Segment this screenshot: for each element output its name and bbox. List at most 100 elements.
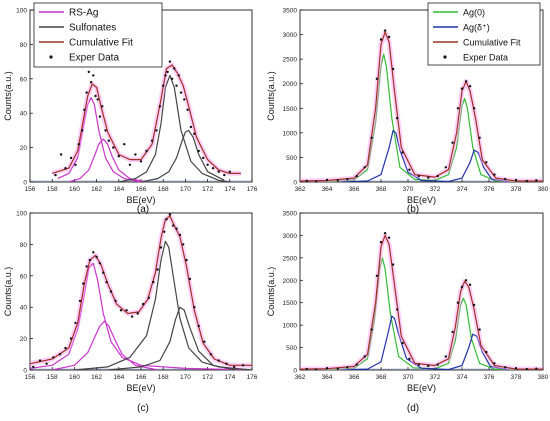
data-point: [464, 80, 468, 83]
data-point: [383, 29, 387, 32]
data-point: [325, 178, 329, 182]
data-point: [98, 115, 102, 118]
series-line-rs-ag: [30, 262, 252, 370]
data-point: [460, 87, 464, 90]
panel-label: (d): [407, 403, 419, 414]
data-point: [478, 328, 481, 331]
legend-label: Sulfonates: [69, 23, 116, 34]
x-tick-label: 172: [202, 186, 213, 193]
data-point: [535, 367, 538, 370]
x-tick-label: 380: [538, 374, 549, 381]
data-point: [64, 167, 67, 170]
data-point: [104, 129, 107, 132]
x-tick-label: 168: [158, 374, 169, 381]
x-tick-label: 380: [538, 186, 549, 193]
data-point: [105, 280, 108, 284]
panel-label: (b): [407, 204, 419, 215]
data-point: [89, 81, 93, 84]
data-point: [203, 340, 206, 343]
x-tick-label: 170: [180, 374, 191, 381]
y-axis-label: Counts(a.u.): [3, 267, 13, 317]
data-point: [427, 364, 430, 368]
data-point: [54, 173, 57, 177]
data-point: [436, 174, 439, 178]
data-point: [514, 367, 518, 370]
y-tick-label: 2500: [283, 255, 298, 262]
data-point: [102, 271, 105, 274]
data-point: [401, 151, 404, 154]
x-tick-label: 176: [247, 374, 258, 381]
legend-a: RS-Ag Sulfonates Cumulative Fit Exper Data: [33, 2, 163, 68]
x-tick-label: 174: [224, 186, 235, 193]
data-point: [179, 91, 183, 94]
data-point: [408, 357, 411, 360]
data-point: [83, 108, 86, 112]
x-tick-label: 374: [457, 374, 468, 381]
data-point: [168, 213, 172, 216]
x-axis-label: BE(eV): [407, 383, 436, 393]
data-point: [228, 170, 231, 173]
data-point: [370, 328, 373, 331]
data-point: [159, 246, 163, 249]
series-line-sulfonates: [107, 306, 236, 370]
data-point: [346, 177, 349, 181]
plot-area: [30, 213, 252, 370]
x-tick-label: 374: [457, 186, 468, 193]
x-axis-label: BE(eV): [407, 195, 436, 205]
data-point: [64, 346, 67, 350]
data-point: [387, 35, 391, 39]
data-point: [136, 312, 139, 315]
data-point: [427, 176, 430, 179]
data-point: [444, 355, 447, 358]
data-point: [139, 160, 143, 163]
data-point: [305, 367, 308, 370]
plot-frame: [299, 9, 544, 183]
x-tick-label: 174: [224, 374, 235, 381]
data-point: [209, 353, 213, 356]
data-point: [155, 129, 158, 132]
data-point: [182, 243, 185, 246]
legend-label: Exper Data: [463, 53, 508, 63]
x-tick-label: 366: [349, 374, 360, 381]
data-point: [147, 296, 150, 299]
x-tick-label: 172: [202, 374, 213, 381]
y-tick-label: 2000: [283, 278, 298, 285]
y-tick-label: 40: [20, 305, 28, 312]
data-point: [525, 179, 528, 182]
data-point: [85, 91, 88, 94]
data-point: [156, 268, 159, 271]
data-point: [188, 277, 191, 281]
data-point: [69, 156, 73, 160]
y-tick-label: 80: [20, 242, 28, 249]
data-point: [396, 116, 399, 120]
plot-area: [300, 29, 543, 182]
data-point: [32, 365, 35, 369]
x-axis-label: BE(eV): [126, 195, 155, 205]
x-tick-label: 364: [322, 374, 333, 381]
data-point: [336, 179, 339, 182]
data-point: [485, 350, 488, 354]
data-point: [166, 70, 169, 74]
legend-label: Exper Data: [69, 53, 119, 64]
data-point: [197, 149, 200, 153]
y-tick-label: 0: [23, 368, 27, 375]
data-point: [315, 368, 318, 370]
data-point: [379, 38, 383, 41]
data-point: [396, 308, 399, 311]
y-tick-label: 3000: [283, 32, 298, 39]
data-point: [233, 365, 236, 369]
data-point: [451, 141, 454, 144]
y-tick-label: 40: [20, 111, 28, 118]
data-point: [175, 84, 178, 87]
legend-swatch: [443, 55, 447, 59]
x-tick-label: 170: [180, 186, 191, 193]
data-point: [456, 107, 460, 110]
x-tick-label: 376: [484, 374, 495, 381]
y-tick-label: 1000: [283, 130, 298, 137]
x-tick-label: 364: [322, 186, 333, 193]
data-point: [468, 283, 472, 286]
data-point: [535, 179, 538, 182]
legend-swatch: [49, 55, 53, 59]
data-point: [417, 363, 420, 366]
